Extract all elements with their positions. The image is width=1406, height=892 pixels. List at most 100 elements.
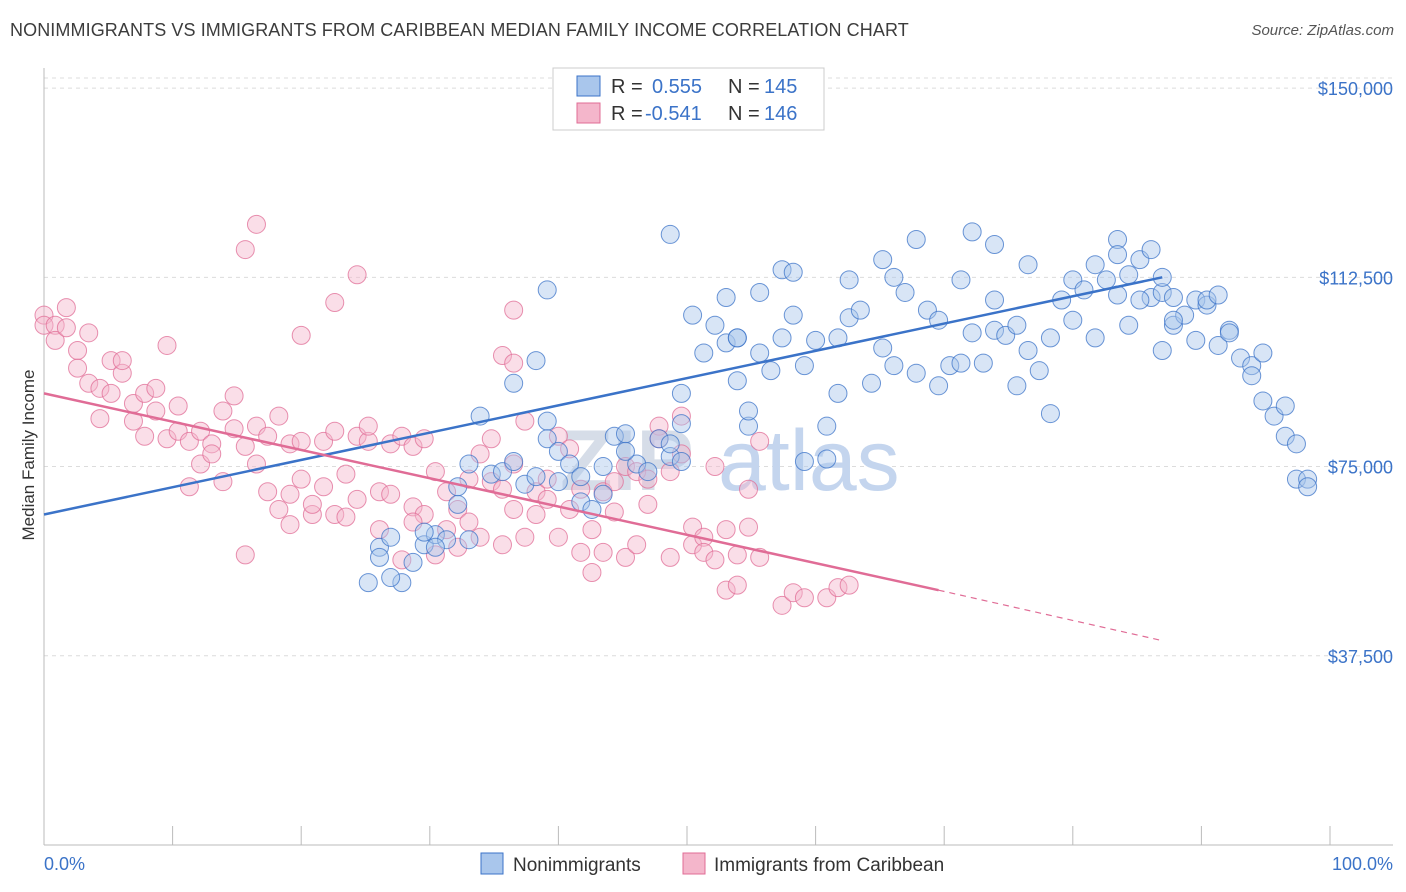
scatter-point — [1141, 240, 1161, 260]
scatter-point — [951, 353, 971, 373]
scatter-point — [470, 527, 490, 547]
scatter-point — [168, 396, 188, 416]
scatter-point — [414, 522, 434, 542]
scatter-point — [660, 224, 680, 244]
scatter-point — [314, 477, 334, 497]
scatter-point — [627, 462, 647, 482]
scatter-point — [571, 542, 591, 562]
bottom-legend-label-1: Nonimmigrants — [513, 855, 641, 876]
scatter-point — [358, 573, 378, 593]
scatter-point — [224, 386, 244, 406]
scatter-point — [347, 489, 367, 509]
scatter-point — [56, 318, 76, 338]
scatter-point — [604, 426, 624, 446]
legend-swatch-blue — [576, 75, 601, 97]
legend-n-value-1: 145 — [764, 76, 797, 98]
scatter-point — [526, 467, 546, 487]
scatter-point — [291, 325, 311, 345]
scatter-point — [716, 520, 736, 540]
scatter-point — [492, 346, 512, 366]
scatter-point — [403, 552, 423, 572]
scatter-point — [481, 429, 501, 449]
legend-r-label-1: R = — [611, 76, 643, 98]
scatter-point — [929, 376, 949, 396]
scatter-point — [660, 547, 680, 567]
scatter-point — [783, 262, 803, 282]
scatter-point — [705, 550, 725, 570]
scatter-point — [526, 351, 546, 371]
scatter-point — [1085, 328, 1105, 348]
scatter-point — [716, 288, 736, 308]
scatter-point — [403, 497, 423, 517]
trend-line-immigrants-extension — [938, 589, 1163, 642]
scatter-point — [1108, 245, 1128, 265]
scatter-point — [459, 512, 479, 532]
scatter-point — [560, 439, 580, 459]
scatter-point — [90, 378, 110, 398]
scatter-point — [828, 578, 848, 598]
grid-lines — [44, 77, 1393, 657]
scatter-point — [146, 378, 166, 398]
legend-n-label-1: N = — [728, 76, 760, 98]
scatter-point — [962, 323, 982, 343]
legend-n-label-2: N = — [728, 103, 760, 125]
scatter-point — [157, 335, 177, 355]
scatter-point — [548, 441, 568, 461]
scatter-point — [615, 457, 635, 477]
x-tick-label-min: 0.0% — [44, 854, 85, 874]
scatter-point — [1175, 305, 1195, 325]
scatter-point — [683, 305, 703, 325]
scatter-point — [739, 416, 759, 436]
scatter-point — [627, 535, 647, 555]
watermark: ZIP atlas — [560, 413, 900, 509]
scatter-point — [336, 464, 356, 484]
scatter-point — [772, 328, 792, 348]
scatter-point — [560, 454, 580, 474]
scatter-point — [325, 293, 345, 313]
scatter-point — [604, 502, 624, 522]
series-legend: Nonimmigrants Immigrants from Caribbean — [480, 852, 944, 876]
scatter-point — [694, 542, 714, 562]
scatter-point — [157, 429, 177, 449]
scatter-point — [761, 361, 781, 381]
scatter-point — [750, 431, 770, 451]
scatter-point — [1029, 361, 1049, 381]
scatter-point — [336, 507, 356, 527]
scatter-point — [772, 260, 792, 280]
axes — [43, 68, 1393, 846]
scatter-point — [1152, 340, 1172, 360]
scatter-point — [135, 383, 155, 403]
scatter-point — [772, 595, 792, 615]
scatter-point — [537, 469, 557, 489]
scatter-point — [369, 482, 389, 502]
scatter-point — [146, 401, 166, 421]
scatter-point — [504, 499, 524, 519]
scatter-point — [582, 520, 602, 540]
scatter-point — [1286, 469, 1306, 489]
scatter-point — [1007, 315, 1027, 335]
x-tick-label-max: 100.0% — [1332, 854, 1393, 874]
scatter-point — [202, 444, 222, 464]
scatter-point — [615, 424, 635, 444]
scatter-point — [537, 429, 557, 449]
scatter-point — [1231, 348, 1251, 368]
scatter-point — [895, 282, 915, 302]
scatter-point — [1242, 356, 1262, 376]
scatter-point — [660, 434, 680, 454]
scatter-point — [515, 474, 535, 494]
legend-n-value-2: 146 — [764, 103, 797, 125]
scatter-point — [448, 537, 468, 557]
scatter-point — [1141, 288, 1161, 308]
scatter-point — [381, 484, 401, 504]
scatter-point — [794, 356, 814, 376]
scatter-point — [1253, 343, 1273, 363]
scatter-point — [862, 373, 882, 393]
scatter-point — [1298, 469, 1318, 489]
scatter-point — [381, 568, 401, 588]
scatter-point — [381, 527, 401, 547]
scatter-point — [839, 575, 859, 595]
scatter-point — [627, 454, 647, 474]
scatter-point — [727, 371, 747, 391]
scatter-point — [1063, 310, 1083, 330]
